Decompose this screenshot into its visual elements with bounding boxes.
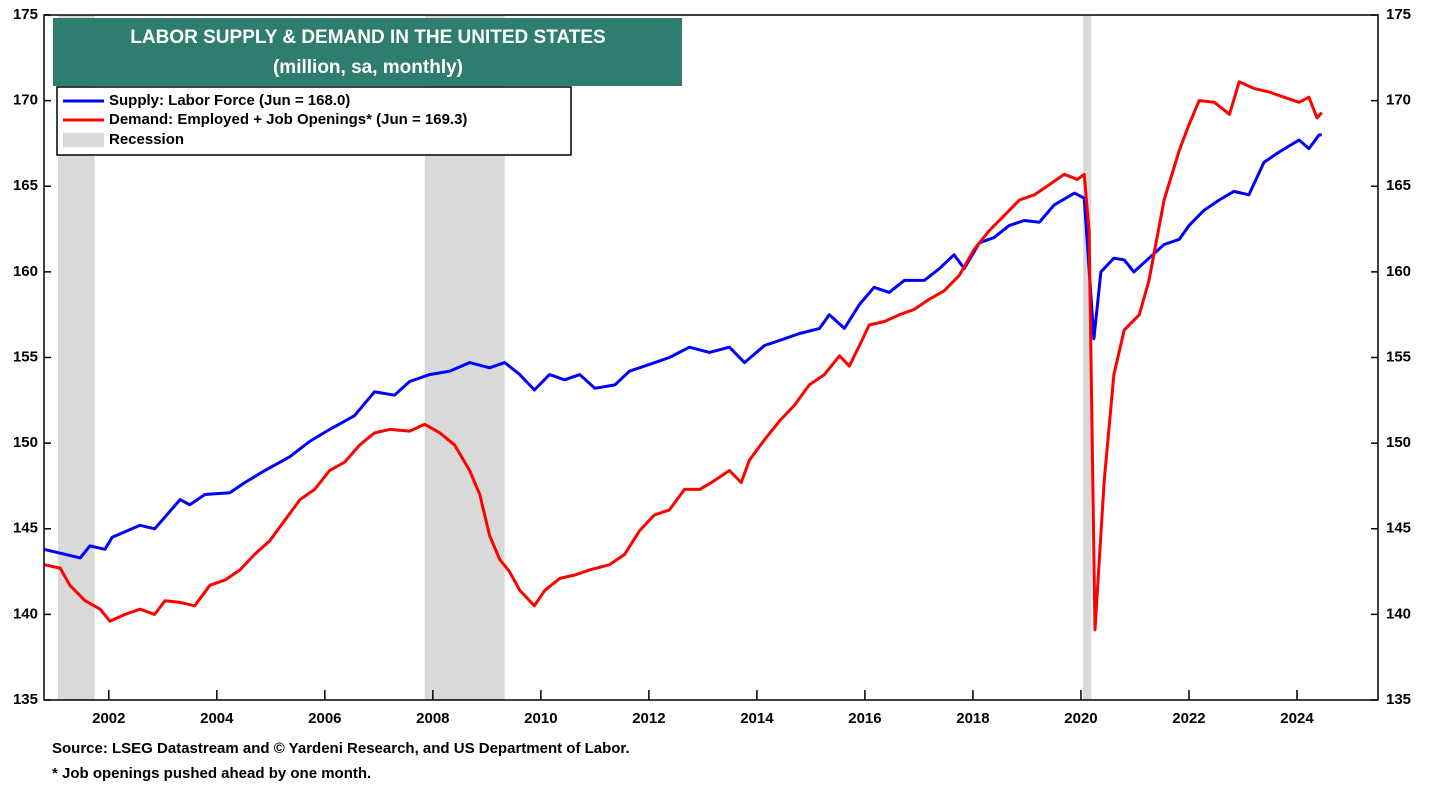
x-tick-label: 2020 (1064, 710, 1097, 727)
x-tick-label: 2002 (92, 710, 125, 727)
x-tick-label: 2014 (740, 710, 774, 727)
x-tick-label: 2024 (1280, 710, 1314, 727)
y-tick-label: 140 (13, 605, 38, 622)
x-tick-label: 2016 (848, 710, 881, 727)
y-tick-label: 150 (13, 434, 38, 451)
y-tick-label: 135 (13, 691, 38, 708)
legend-label: Supply: Labor Force (Jun = 168.0) (109, 92, 350, 109)
y2-tick-label: 150 (1386, 434, 1411, 451)
source-note: Source: LSEG Datastream and © Yardeni Re… (52, 740, 630, 757)
legend-label: Demand: Employed + Job Openings* (Jun = … (109, 111, 467, 128)
y2-tick-label: 170 (1386, 92, 1411, 109)
y2-tick-label: 155 (1386, 348, 1411, 365)
recession-band (1083, 15, 1092, 700)
y2-tick-label: 140 (1386, 605, 1411, 622)
y-tick-label: 175 (13, 6, 38, 23)
y-tick-label: 165 (13, 177, 38, 194)
chart-subtitle: (million, sa, monthly) (273, 57, 463, 78)
series-line (43, 133, 1322, 560)
y2-tick-label: 160 (1386, 263, 1411, 280)
y2-tick-label: 165 (1386, 177, 1411, 194)
legend-box (56, 86, 572, 156)
x-tick-label: 2018 (956, 710, 989, 727)
y2-tick-label: 145 (1386, 520, 1411, 537)
x-tick-label: 2006 (308, 710, 341, 727)
series-line (43, 80, 1323, 632)
x-tick-label: 2022 (1172, 710, 1205, 727)
y2-tick-label: 135 (1386, 691, 1411, 708)
legend-swatch (63, 133, 104, 147)
chart-title: LABOR SUPPLY & DEMAND IN THE UNITED STAT… (130, 27, 605, 48)
y-tick-label: 170 (13, 92, 38, 109)
x-tick-label: 2012 (632, 710, 665, 727)
y-tick-label: 160 (13, 263, 38, 280)
x-tick-label: 2008 (416, 710, 449, 727)
footnote: * Job openings pushed ahead by one month… (52, 765, 371, 782)
y-tick-label: 145 (13, 520, 38, 537)
title-box (53, 18, 682, 86)
x-tick-label: 2004 (200, 710, 234, 727)
legend-label: Recession (109, 131, 184, 148)
y-tick-label: 155 (13, 348, 38, 365)
x-tick-label: 2010 (524, 710, 557, 727)
y2-tick-label: 175 (1386, 6, 1411, 23)
